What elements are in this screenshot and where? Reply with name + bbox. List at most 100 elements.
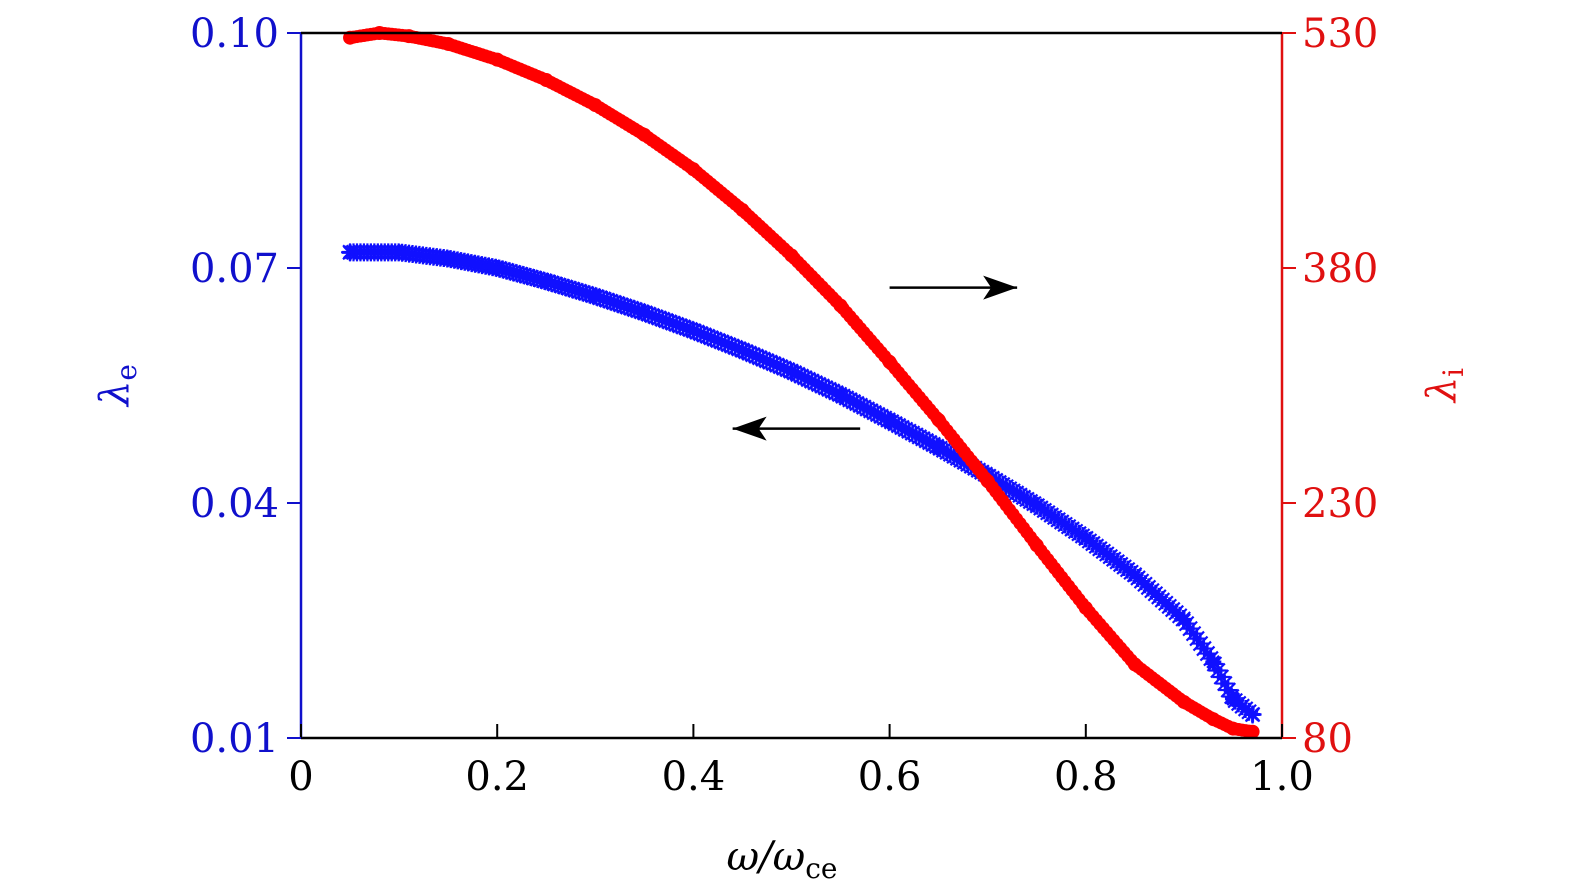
curve-marker — [1219, 681, 1238, 700]
curve-marker — [688, 323, 707, 342]
curve-marker — [629, 301, 648, 320]
curve-marker — [851, 396, 870, 415]
curve-marker — [910, 427, 929, 446]
curve-marker — [622, 299, 641, 318]
curve-marker — [1243, 705, 1262, 724]
curve-marker — [625, 300, 644, 319]
curve-marker — [590, 288, 609, 307]
curve-marker — [875, 409, 894, 428]
right-axis-label: λi — [1419, 368, 1470, 404]
curve-marker — [601, 292, 620, 311]
curve-marker — [667, 315, 686, 334]
curve-marker — [896, 420, 915, 439]
curve-marker — [833, 387, 852, 406]
curve-marker — [861, 401, 880, 420]
curve-marker — [899, 422, 918, 441]
axes-layer: 0 0.2 0.4 0.6 0.8 1.0 0.01 0.04 0.07 0.10 80 230 380… — [190, 11, 1378, 800]
curve-marker — [858, 399, 877, 418]
curve-marker — [587, 287, 606, 306]
curve-marker — [920, 433, 939, 452]
curve-marker — [611, 295, 630, 314]
curve-marker — [674, 317, 693, 336]
curve-marker — [1215, 674, 1234, 693]
curve-marker — [646, 307, 665, 326]
curve-marker — [705, 330, 724, 349]
curve-marker — [847, 394, 866, 413]
curve-marker — [656, 311, 675, 330]
arrow-left-annotation — [732, 416, 861, 441]
curve-marker — [1208, 661, 1227, 680]
arrowhead-icon — [983, 275, 1018, 300]
curve-marker — [788, 365, 807, 384]
curve-marker — [636, 303, 655, 322]
curve-marker — [886, 414, 905, 433]
left-tick-label: 0.01 — [190, 716, 279, 762]
curve-marker — [740, 344, 759, 363]
curve-marker — [761, 353, 780, 372]
curve-marker — [799, 370, 818, 389]
curve-marker — [681, 320, 700, 339]
curve-marker — [670, 316, 689, 335]
curve-marker — [924, 435, 943, 454]
curve-marker — [854, 398, 873, 417]
arrow-right-annotation — [889, 275, 1018, 300]
curve-marker — [754, 350, 773, 369]
x-tick-label: 0.4 — [662, 754, 726, 800]
curve-marker — [865, 403, 884, 422]
curve-marker — [733, 341, 752, 360]
curve-marker — [663, 314, 682, 333]
x-tick-label: 0.8 — [1054, 754, 1118, 800]
curve-marker — [604, 293, 623, 312]
curve-marker — [608, 294, 627, 313]
curve-marker — [892, 418, 911, 437]
curve-marker — [879, 410, 898, 429]
curve-marker — [771, 357, 790, 376]
right-tick-label: 530 — [1302, 11, 1378, 57]
curve-marker — [903, 424, 922, 443]
curve-marker — [726, 338, 745, 357]
curve-marker — [840, 390, 859, 409]
curve-marker — [778, 360, 797, 379]
curve-marker — [816, 378, 835, 397]
x-tick-label: 0.2 — [465, 754, 529, 800]
curve-marker — [615, 296, 634, 315]
left-tick-label: 0.07 — [190, 246, 279, 292]
curve-marker — [882, 412, 901, 431]
curve-marker — [695, 325, 714, 344]
curve-marker — [913, 429, 932, 448]
curve-marker — [768, 356, 787, 375]
curve-marker — [618, 298, 637, 317]
curve-marker — [643, 306, 662, 325]
curve-marker — [729, 339, 748, 358]
curve-marker — [813, 377, 832, 396]
x-tick-label: 1.0 — [1250, 754, 1314, 800]
curve-marker — [906, 426, 925, 445]
curve-marker — [757, 351, 776, 370]
curve-marker — [709, 331, 727, 350]
curve-marker — [639, 305, 658, 324]
curve-marker — [785, 363, 804, 382]
curve-marker — [837, 389, 856, 408]
curve-marker — [1246, 725, 1260, 739]
curve-marker — [649, 309, 668, 328]
curve-marker — [1201, 649, 1220, 668]
x-axis-label: ω/ωce — [727, 834, 838, 885]
curve-marker — [684, 321, 703, 340]
curve-marker — [792, 367, 811, 386]
curve-marker — [809, 375, 828, 394]
series-layer — [341, 26, 1262, 739]
curve-marker — [597, 291, 616, 310]
curve-marker — [712, 332, 731, 351]
series-lambda-e — [341, 243, 1262, 724]
left-axis-label: λe — [92, 364, 143, 408]
right-tick-label: 230 — [1302, 481, 1378, 527]
curve-marker — [677, 319, 696, 338]
curve-marker — [750, 348, 769, 367]
curve-marker — [660, 312, 679, 331]
curve-marker — [736, 342, 755, 361]
curve-marker — [844, 392, 863, 411]
curve-marker — [872, 407, 891, 426]
curve-marker — [827, 383, 846, 402]
curve-marker — [764, 354, 783, 373]
